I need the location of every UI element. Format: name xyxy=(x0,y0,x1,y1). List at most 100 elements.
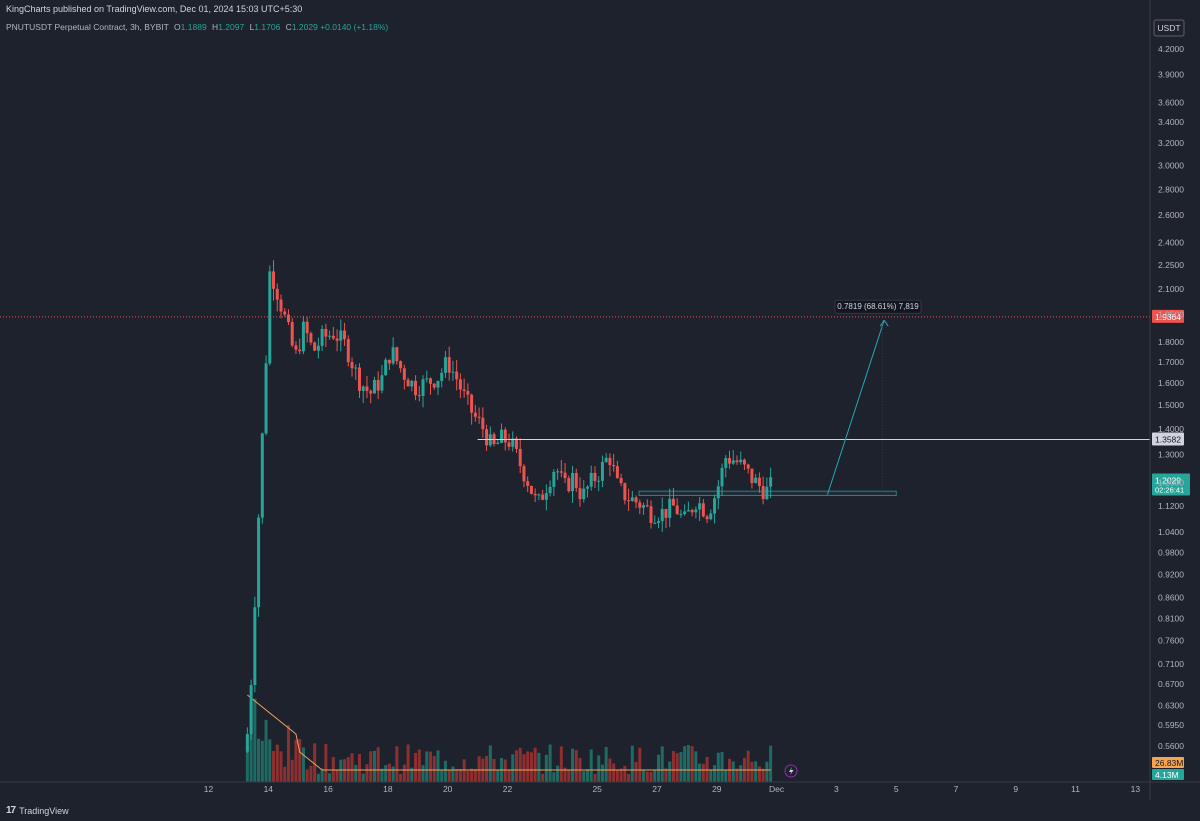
candle-body xyxy=(556,471,560,473)
volume-bar xyxy=(313,743,317,782)
volume-bar xyxy=(686,744,690,782)
volume-bar xyxy=(294,739,298,782)
y-tick-label: 0.7100 xyxy=(1158,659,1184,669)
projection-tool[interactable]: 0.7819 (68.61%) 7,819 xyxy=(638,299,922,778)
candle-body xyxy=(724,458,728,468)
volume-bar xyxy=(455,769,459,782)
candle-body xyxy=(335,338,339,341)
volume-bar xyxy=(477,756,481,782)
y-tick-label: 1.9500 xyxy=(1158,309,1184,319)
volume-bar xyxy=(698,763,702,782)
y-tick-label: 2.4000 xyxy=(1158,238,1184,248)
candle-body xyxy=(354,367,358,369)
candle-body xyxy=(376,379,380,391)
volume-bar xyxy=(485,755,489,782)
candle-body xyxy=(757,477,761,487)
candle-body xyxy=(537,494,541,496)
volume-bar xyxy=(257,738,261,782)
candle-body xyxy=(731,460,735,464)
candle-body xyxy=(623,483,627,501)
volume-bar xyxy=(436,750,440,782)
candle-body xyxy=(541,494,545,500)
volume-bar xyxy=(544,754,548,782)
candle-body xyxy=(324,328,328,337)
volume-bar xyxy=(675,753,679,782)
candle-body xyxy=(496,442,500,445)
candle-body xyxy=(716,486,720,499)
volume-bar xyxy=(757,766,761,782)
volume-bar xyxy=(458,768,462,782)
tradingview-footer[interactable]: 17 TradingView xyxy=(6,805,69,816)
y-tick-label: 1.3000 xyxy=(1158,450,1184,460)
volume-bar xyxy=(690,746,694,782)
volume-bar xyxy=(466,770,470,782)
volume-ma xyxy=(247,694,771,771)
volume-bar xyxy=(589,749,593,782)
candle-body xyxy=(477,416,481,418)
volume-bar xyxy=(526,751,530,782)
symbol-title[interactable]: PNUTUSDT Perpetual Contract, 3h, BYBIT xyxy=(6,22,169,32)
y-tick-label: 0.6700 xyxy=(1158,679,1184,689)
candle-body xyxy=(571,472,575,492)
volume-bar xyxy=(328,773,332,782)
lightning-icon[interactable] xyxy=(784,764,798,778)
candle-body xyxy=(253,607,257,686)
candle-body xyxy=(272,271,276,289)
candle-body xyxy=(563,472,567,479)
y-tick-label: 1.7000 xyxy=(1158,357,1184,367)
candle-body xyxy=(316,345,320,351)
candle-body xyxy=(600,461,604,481)
candle-body xyxy=(735,460,739,463)
volume-bar xyxy=(249,702,253,782)
candle-body xyxy=(279,299,283,312)
unit-selector[interactable] xyxy=(1153,19,1185,37)
candle-body xyxy=(406,379,410,387)
volume-bar xyxy=(245,746,249,782)
candle-body xyxy=(552,472,556,487)
axes[interactable]: 4.2000 3.9000 3.6000 3.4000 3.2000 3.0000 2.80… xyxy=(0,0,1200,800)
volume-bar xyxy=(716,752,720,782)
volume-bar xyxy=(552,772,556,782)
volume-bar xyxy=(750,761,754,782)
volume-bar xyxy=(275,744,279,782)
volume-bar xyxy=(443,760,447,782)
x-tick-label: 11 xyxy=(1071,784,1080,794)
volume-ma-line xyxy=(247,694,771,771)
candle-body xyxy=(361,386,365,391)
candle-body xyxy=(653,522,657,524)
volume-bar xyxy=(683,746,687,782)
candle-body xyxy=(597,480,601,482)
candle-body xyxy=(720,467,724,487)
candle-body xyxy=(440,372,444,381)
candle-body xyxy=(679,514,683,516)
x-tick-label: 18 xyxy=(383,784,393,794)
countdown-label: 02:26:41 xyxy=(1155,486,1184,495)
candle-body xyxy=(604,457,608,462)
close-value: 1.2029 xyxy=(291,22,318,32)
candle-body xyxy=(260,433,264,518)
volume-bar xyxy=(305,769,309,782)
candle-body xyxy=(769,477,773,487)
candle-body xyxy=(548,486,552,494)
candle-body xyxy=(585,486,589,489)
y-tick-label: 3.4000 xyxy=(1158,117,1184,127)
candle-body xyxy=(701,503,705,517)
close-label: C xyxy=(285,22,292,32)
volume-tag xyxy=(1152,769,1184,780)
y-tick-label: 0.5950 xyxy=(1158,720,1184,730)
volume-bar xyxy=(399,773,403,782)
candle-body xyxy=(283,311,287,315)
lightning-icon-glyph xyxy=(789,767,794,776)
candle-body xyxy=(369,390,373,394)
symbol-legend[interactable]: PNUTUSDT Perpetual Contract, 3h, BYBIT O… xyxy=(6,22,388,32)
volume-bar xyxy=(376,747,380,782)
volume-bar xyxy=(301,747,305,782)
volume-bar xyxy=(365,764,369,782)
volume-bar xyxy=(462,759,466,782)
volume-bar xyxy=(582,771,586,782)
candle-body xyxy=(638,502,642,508)
candle-body xyxy=(765,486,769,500)
volume-bar xyxy=(623,765,627,782)
